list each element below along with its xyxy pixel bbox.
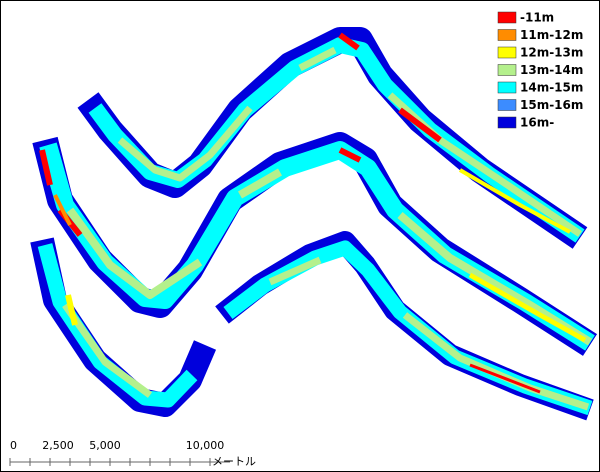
river-layer bbox=[468, 272, 587, 343]
legend-label: 11m-12m bbox=[520, 28, 583, 42]
scale-label: 10,000 bbox=[186, 439, 225, 452]
scale-unit: メートル bbox=[212, 455, 256, 468]
legend-label: 15m-16m bbox=[520, 98, 583, 112]
legend-swatch bbox=[497, 81, 517, 94]
legend-label: 14m-15m bbox=[520, 81, 583, 95]
legend-label: 13m-14m bbox=[520, 63, 583, 77]
legend-swatch bbox=[497, 29, 517, 41]
river-layer bbox=[62, 256, 590, 411]
river-layer bbox=[458, 168, 571, 234]
river-lower bbox=[30, 231, 594, 421]
scale-label: 0 bbox=[10, 439, 17, 452]
legend-label: -11m bbox=[520, 11, 554, 25]
river-layer bbox=[338, 32, 442, 143]
scale-label: 2,500 bbox=[42, 439, 74, 452]
scale-label: 5,000 bbox=[89, 439, 121, 452]
legend-swatch bbox=[497, 64, 517, 76]
legend-swatch bbox=[497, 99, 517, 111]
legend-swatch bbox=[497, 46, 517, 59]
river-layer bbox=[65, 294, 78, 326]
river-layer bbox=[117, 46, 582, 237]
legend-swatch bbox=[497, 11, 517, 24]
scale-bar: 0 2,500 5,000 10,000 メートル bbox=[9, 439, 256, 468]
legend-swatch bbox=[497, 116, 517, 129]
river-layer bbox=[53, 194, 72, 226]
legend-label: 16m- bbox=[520, 116, 554, 130]
river-middle bbox=[32, 132, 598, 356]
legend-label: 12m-13m bbox=[520, 46, 583, 60]
river-layer bbox=[469, 363, 541, 394]
river-upper bbox=[77, 27, 588, 249]
legend: -11m 11m-12m 12m-13m 13m-14m 14m-15m 15m-16m 1… bbox=[497, 11, 583, 130]
